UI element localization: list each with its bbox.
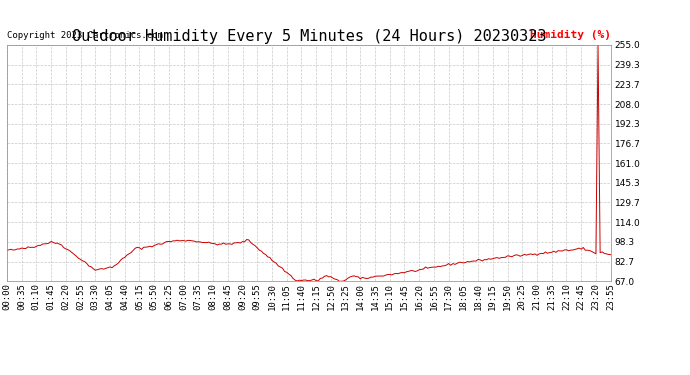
Title: Outdoor Humidity Every 5 Minutes (24 Hours) 20230323: Outdoor Humidity Every 5 Minutes (24 Hou… [72,29,546,44]
Text: Humidity (%): Humidity (%) [530,30,611,40]
Text: Copyright 2023 Cartronics.com: Copyright 2023 Cartronics.com [7,31,163,40]
